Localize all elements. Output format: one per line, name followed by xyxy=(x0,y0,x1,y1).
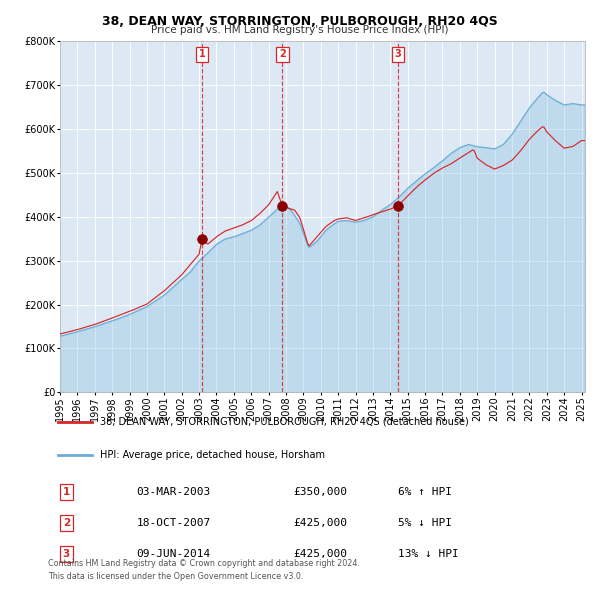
Text: Contains HM Land Registry data © Crown copyright and database right 2024.: Contains HM Land Registry data © Crown c… xyxy=(48,559,360,568)
Text: 2: 2 xyxy=(62,518,70,528)
Text: 2: 2 xyxy=(279,50,286,60)
Text: 13% ↓ HPI: 13% ↓ HPI xyxy=(398,549,458,559)
Text: 6% ↑ HPI: 6% ↑ HPI xyxy=(398,487,452,497)
Text: 38, DEAN WAY, STORRINGTON, PULBOROUGH, RH20 4QS: 38, DEAN WAY, STORRINGTON, PULBOROUGH, R… xyxy=(102,15,498,28)
Text: 5% ↓ HPI: 5% ↓ HPI xyxy=(398,518,452,528)
Text: £425,000: £425,000 xyxy=(293,549,347,559)
Text: 09-JUN-2014: 09-JUN-2014 xyxy=(137,549,211,559)
Text: 1: 1 xyxy=(62,487,70,497)
Text: HPI: Average price, detached house, Horsham: HPI: Average price, detached house, Hors… xyxy=(100,450,325,460)
Text: Price paid vs. HM Land Registry's House Price Index (HPI): Price paid vs. HM Land Registry's House … xyxy=(151,25,449,35)
Text: 18-OCT-2007: 18-OCT-2007 xyxy=(137,518,211,528)
Text: £350,000: £350,000 xyxy=(293,487,347,497)
Text: 03-MAR-2003: 03-MAR-2003 xyxy=(137,487,211,497)
Text: 3: 3 xyxy=(395,50,401,60)
Text: This data is licensed under the Open Government Licence v3.0.: This data is licensed under the Open Gov… xyxy=(48,572,304,581)
Text: 38, DEAN WAY, STORRINGTON, PULBOROUGH, RH20 4QS (detached house): 38, DEAN WAY, STORRINGTON, PULBOROUGH, R… xyxy=(100,417,469,427)
Text: 3: 3 xyxy=(62,549,70,559)
Text: 1: 1 xyxy=(199,50,205,60)
Text: £425,000: £425,000 xyxy=(293,518,347,528)
